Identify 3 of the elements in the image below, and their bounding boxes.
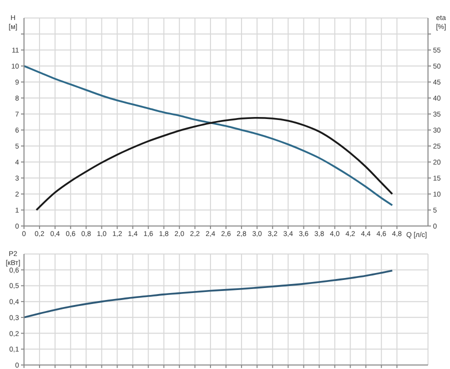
line-series — [36, 116, 394, 211]
line-series — [24, 65, 394, 206]
line-series — [24, 270, 394, 318]
